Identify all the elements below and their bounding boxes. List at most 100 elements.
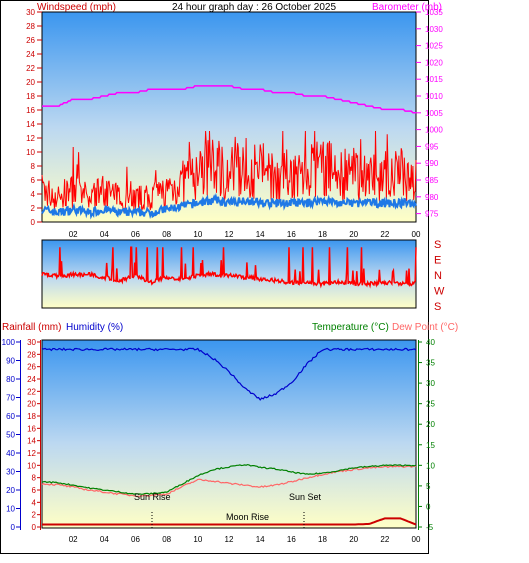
- x-tick-label: 20: [349, 230, 358, 239]
- rain-tick-label: 30: [27, 338, 36, 347]
- direction-label: N: [434, 270, 442, 282]
- rainfall-line: [42, 517, 417, 526]
- x-tick-label: 14: [256, 230, 265, 239]
- x-tick-label: 20: [349, 535, 358, 544]
- rain-tick-label: 12: [27, 449, 36, 458]
- rain-tick-label: 8: [32, 474, 37, 483]
- x-tick-label: 02: [69, 230, 78, 239]
- windspeed-tick-label: 16: [26, 106, 35, 115]
- windspeed-tick-label: 10: [26, 148, 35, 157]
- barometer-title: Barometer (mb): [372, 2, 442, 13]
- direction-label: S: [434, 239, 441, 251]
- wind-average-line: [41, 192, 417, 220]
- windspeed-tick-label: 20: [26, 78, 35, 87]
- x-tick-label: 10: [193, 230, 202, 239]
- windspeed-tick-label: 24: [26, 50, 35, 59]
- x-tick-label: 00: [412, 230, 421, 239]
- temp-tick-label: 15: [426, 441, 435, 450]
- windspeed-tick-label: 8: [31, 162, 36, 171]
- humidity-tick-label: 80: [6, 375, 15, 384]
- humidity-tick-label: 20: [6, 486, 15, 495]
- temperature-line: [41, 463, 417, 496]
- humidity-tick-label: 50: [6, 431, 15, 440]
- x-tick-label: 00: [412, 535, 421, 544]
- rain-tick-label: 26: [27, 363, 36, 372]
- barometer-axis: 1035 1030 1025 1020 1015 1010 1005 1000 995 990 98…: [416, 8, 443, 219]
- windspeed-tick-label: 6: [31, 176, 36, 185]
- humidity-tick-label: 30: [6, 468, 15, 477]
- graph-title: 24 hour graph day : 26 October 2025: [172, 2, 336, 13]
- temp-tick-label: 0: [426, 502, 431, 511]
- windspeed-tick-label: 12: [26, 134, 35, 143]
- barometer-tick-label: 1030: [425, 25, 443, 34]
- barometer-tick-label: 975: [425, 210, 439, 219]
- rain-tick-label: 28: [27, 350, 36, 359]
- x-tick-label: 08: [162, 535, 171, 544]
- rain-tick-label: 14: [27, 437, 36, 446]
- rainfall-title: Rainfall (mm): [2, 322, 61, 333]
- rain-tick-label: 24: [27, 375, 36, 384]
- x-tick-label: 02: [69, 535, 78, 544]
- barometer-tick-label: 980: [425, 193, 439, 202]
- x-tick-label: 16: [287, 535, 296, 544]
- x-tick-label: 16: [287, 230, 296, 239]
- windspeed-tick-label: 30: [26, 8, 35, 17]
- x-tick-label: 12: [225, 230, 234, 239]
- direction-label: S: [434, 301, 441, 313]
- dewpoint-title: Dew Point (°C): [392, 322, 458, 333]
- x-tick-label: 22: [380, 535, 389, 544]
- sunrise-label: Sun Rise: [134, 492, 171, 502]
- windspeed-tick-label: 2: [31, 204, 36, 213]
- barometer-tick-label: 1005: [425, 109, 443, 118]
- wind-baro-series: [41, 85, 417, 220]
- temperature-title: Temperature (°C): [312, 322, 389, 333]
- rain-tick-label: 22: [27, 387, 36, 396]
- windspeed-tick-label: 4: [31, 190, 36, 199]
- temp-tick-label: 5: [426, 482, 431, 491]
- x-tick-label: 06: [131, 535, 140, 544]
- barometer-tick-label: 1025: [425, 42, 443, 51]
- x-tick-label: 06: [131, 230, 140, 239]
- rain-tick-label: 0: [32, 523, 37, 532]
- humidity-line: [41, 347, 417, 401]
- temp-tick-label: 30: [426, 379, 435, 388]
- x-tick-label: 22: [380, 230, 389, 239]
- barometer-tick-label: 1035: [425, 8, 443, 17]
- barometer-tick-label: 995: [425, 142, 439, 151]
- barometer-tick-label: 985: [425, 176, 439, 185]
- temp-tick-label: -5: [426, 523, 434, 532]
- rain-tick-label: 6: [32, 486, 37, 495]
- x-tick-label: 04: [100, 535, 109, 544]
- temp-tick-label: 35: [426, 359, 435, 368]
- windspeed-tick-label: 18: [26, 92, 35, 101]
- barometer-tick-label: 1000: [425, 126, 443, 135]
- windspeed-tick-label: 26: [26, 36, 35, 45]
- barometer-line: [42, 85, 416, 114]
- wind-gust-line: [41, 130, 417, 213]
- direction-label: E: [434, 255, 441, 267]
- temp-tick-label: 25: [426, 400, 435, 409]
- sunset-label: Sun Set: [289, 492, 322, 502]
- wind-direction-line: [41, 246, 417, 289]
- wind-direction-series: [41, 246, 417, 289]
- temp-tick-label: 40: [426, 338, 435, 347]
- windspeed-tick-label: 22: [26, 64, 35, 73]
- x-tick-label: 08: [162, 230, 171, 239]
- humidity-tick-label: 100: [2, 338, 16, 347]
- temp-tick-label: 10: [426, 461, 435, 470]
- rain-tick-label: 20: [27, 400, 36, 409]
- direction-label: W: [434, 286, 445, 298]
- temp-tick-label: 20: [426, 420, 435, 429]
- windspeed-tick-label: 0: [31, 218, 36, 227]
- humidity-tick-label: 0: [11, 523, 16, 532]
- windspeed-tick-label: 28: [26, 22, 35, 31]
- outer-frame: [0, 0, 429, 554]
- temp-hum-axes: 1009080706050403020100302826242220181614…: [2, 338, 436, 532]
- humidity-tick-label: 10: [6, 505, 15, 514]
- humidity-title: Humidity (%): [66, 322, 123, 333]
- x-axis-hours-top: 02 04 06 08 10 12 14 16 18 20 22 00: [69, 230, 421, 239]
- x-axis-hours-bottom: 02 04 06 08 10 12 14 16 18 20 22 00: [69, 535, 421, 544]
- humidity-tick-label: 40: [6, 449, 15, 458]
